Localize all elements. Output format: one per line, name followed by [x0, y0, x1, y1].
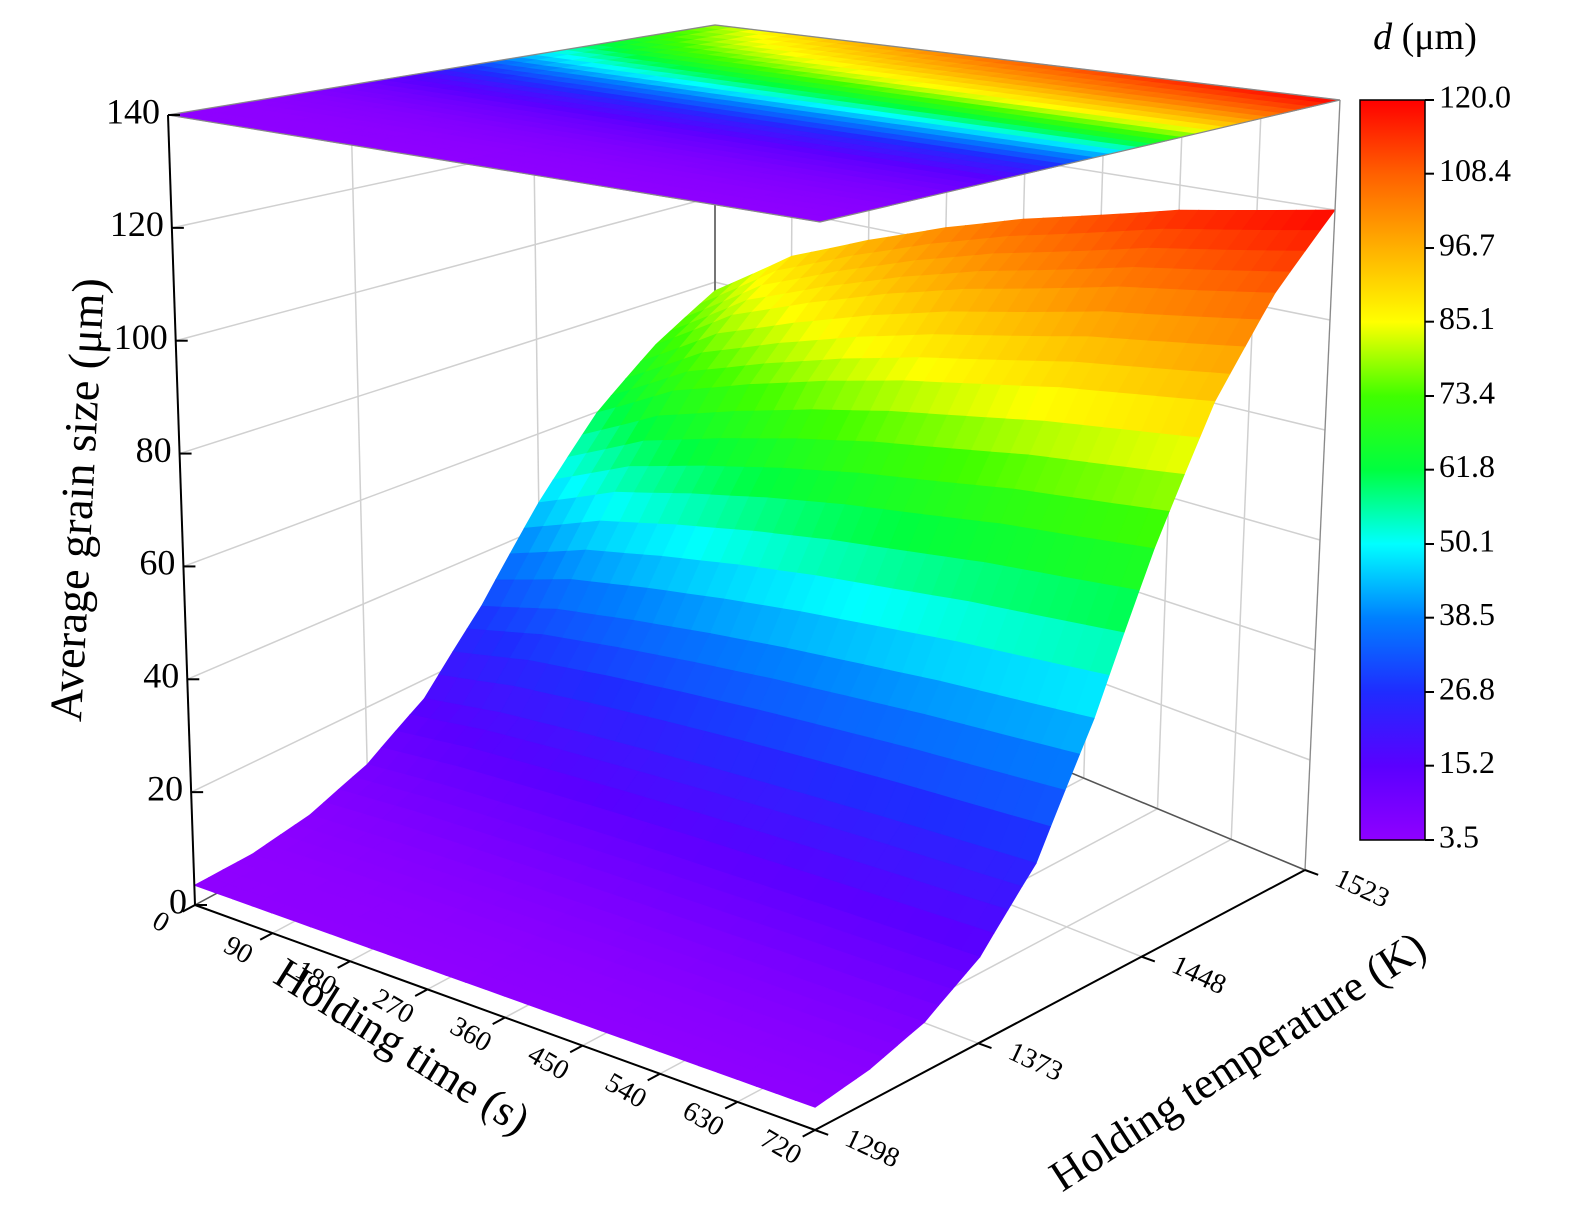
z-tick-label: 80: [136, 430, 172, 470]
z-tick-label: 120: [110, 204, 164, 244]
y-tick: [814, 1129, 829, 1136]
colorbar-tick-label: 96.7: [1439, 226, 1495, 262]
x-tick: [724, 1100, 738, 1110]
x-tick: [182, 904, 196, 913]
x-tick-label: 630: [677, 1095, 729, 1143]
box-edge: [1304, 99, 1341, 871]
box-edge: [819, 99, 1341, 223]
colorbar-tick-label: 108.4: [1439, 152, 1511, 188]
axis-line: [814, 869, 1306, 1131]
surface-patch: [794, 1090, 830, 1108]
z-tick-label: 60: [139, 543, 175, 583]
colorbar-tick-label: 3.5: [1439, 818, 1479, 854]
grid-line: [179, 281, 716, 455]
colorbar-tick-label: 15.2: [1439, 744, 1495, 780]
x-tick-label: 720: [755, 1123, 807, 1171]
x-tick-label: 0: [147, 905, 175, 939]
y-axis-title: Holding temperature (K): [1041, 922, 1435, 1201]
y-tick: [977, 1042, 992, 1050]
y-tick: [1141, 955, 1156, 963]
colorbar-symbol: d: [1373, 16, 1393, 58]
y-tick-label: 1298: [840, 1123, 904, 1175]
colorbar-title: d (μm): [1373, 16, 1477, 58]
colorbar-tick-label: 120.0: [1439, 78, 1511, 114]
x-tick: [802, 1129, 816, 1138]
colorbar-tick-label: 61.8: [1439, 448, 1495, 484]
x-tick: [414, 988, 428, 997]
colorbar-tick-label: 38.5: [1439, 596, 1495, 632]
colorbar-tick-label: 85.1: [1439, 300, 1495, 336]
y-tick: [1304, 869, 1319, 876]
y-tick-label: 1373: [1004, 1036, 1068, 1088]
grid-line: [1230, 90, 1263, 840]
x-tick: [492, 1016, 506, 1026]
grid-line: [349, 84, 370, 812]
box-edge: [167, 114, 821, 223]
colorbar-tick-label: 50.1: [1439, 522, 1495, 558]
colorbar-tick-label: 73.4: [1439, 374, 1495, 410]
x-tick-label: 450: [522, 1039, 574, 1087]
z-tick-label: 100: [114, 317, 168, 357]
box-edge: [167, 24, 716, 116]
x-tick: [337, 960, 351, 969]
z-axis-title: Average grain size (μm): [40, 277, 114, 723]
x-tick: [259, 932, 273, 941]
box-edge: [714, 24, 1341, 101]
z-tick-label: 140: [106, 91, 160, 131]
axis-line: [167, 114, 196, 906]
grid-line: [175, 195, 716, 342]
colorbar-unit: (μm): [1402, 16, 1477, 58]
colorbar: [1359, 99, 1426, 841]
x-tick-label: 90: [218, 930, 258, 971]
x-tick: [647, 1072, 661, 1082]
x-tick-label: 540: [600, 1067, 652, 1115]
z-tick-label: 20: [147, 768, 183, 808]
x-tick: [569, 1044, 583, 1054]
colorbar-tick-label: 26.8: [1439, 670, 1495, 706]
y-tick-label: 1448: [1167, 949, 1231, 1001]
y-tick-label: 1523: [1330, 863, 1394, 915]
z-tick-label: 40: [143, 656, 179, 696]
